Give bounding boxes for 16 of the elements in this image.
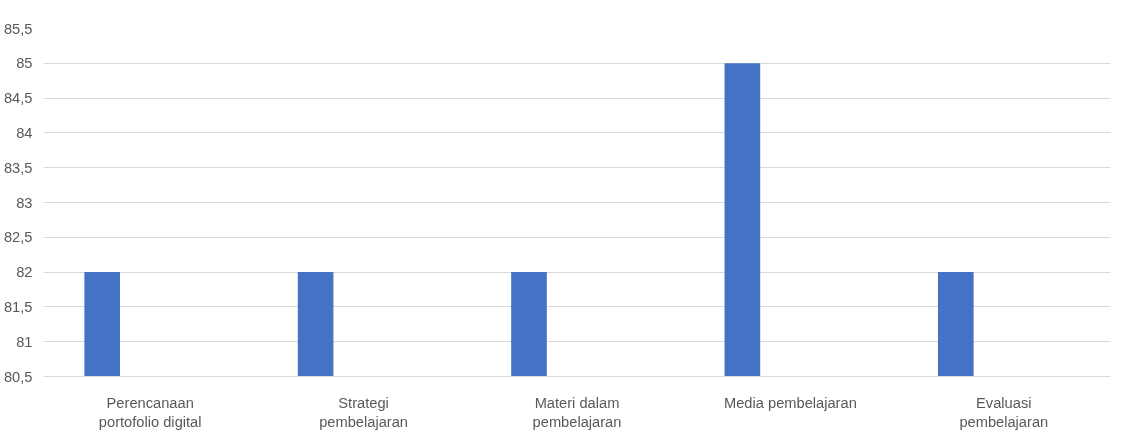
y-tick-label: 85 (16, 55, 33, 72)
x-tick-label: Strategi pembelajaran (319, 394, 409, 430)
y-tick-label: 81,5 (3, 298, 33, 315)
x-tick-label: Evaluasi pembelajaran (959, 394, 1049, 430)
y-tick-label: 84 (16, 124, 33, 141)
x-tick-label: Perencanaan portofolio digital (98, 394, 202, 430)
y-tick-label: 82,5 (3, 229, 33, 246)
y-tick-label: 83 (16, 194, 33, 211)
y-tick-label: 80,5 (3, 368, 33, 385)
y-tick-label: 84,5 (3, 90, 33, 107)
x-tick-label: Media pembelajaran (724, 394, 857, 411)
y-tick-label: 83,5 (3, 159, 33, 176)
y-tick-label: 85,5 (3, 20, 33, 37)
y-tick-label: 82 (16, 264, 33, 281)
y-tick-label: 81 (16, 333, 33, 350)
x-tick-label: Materi dalam pembelajaran (532, 394, 622, 430)
